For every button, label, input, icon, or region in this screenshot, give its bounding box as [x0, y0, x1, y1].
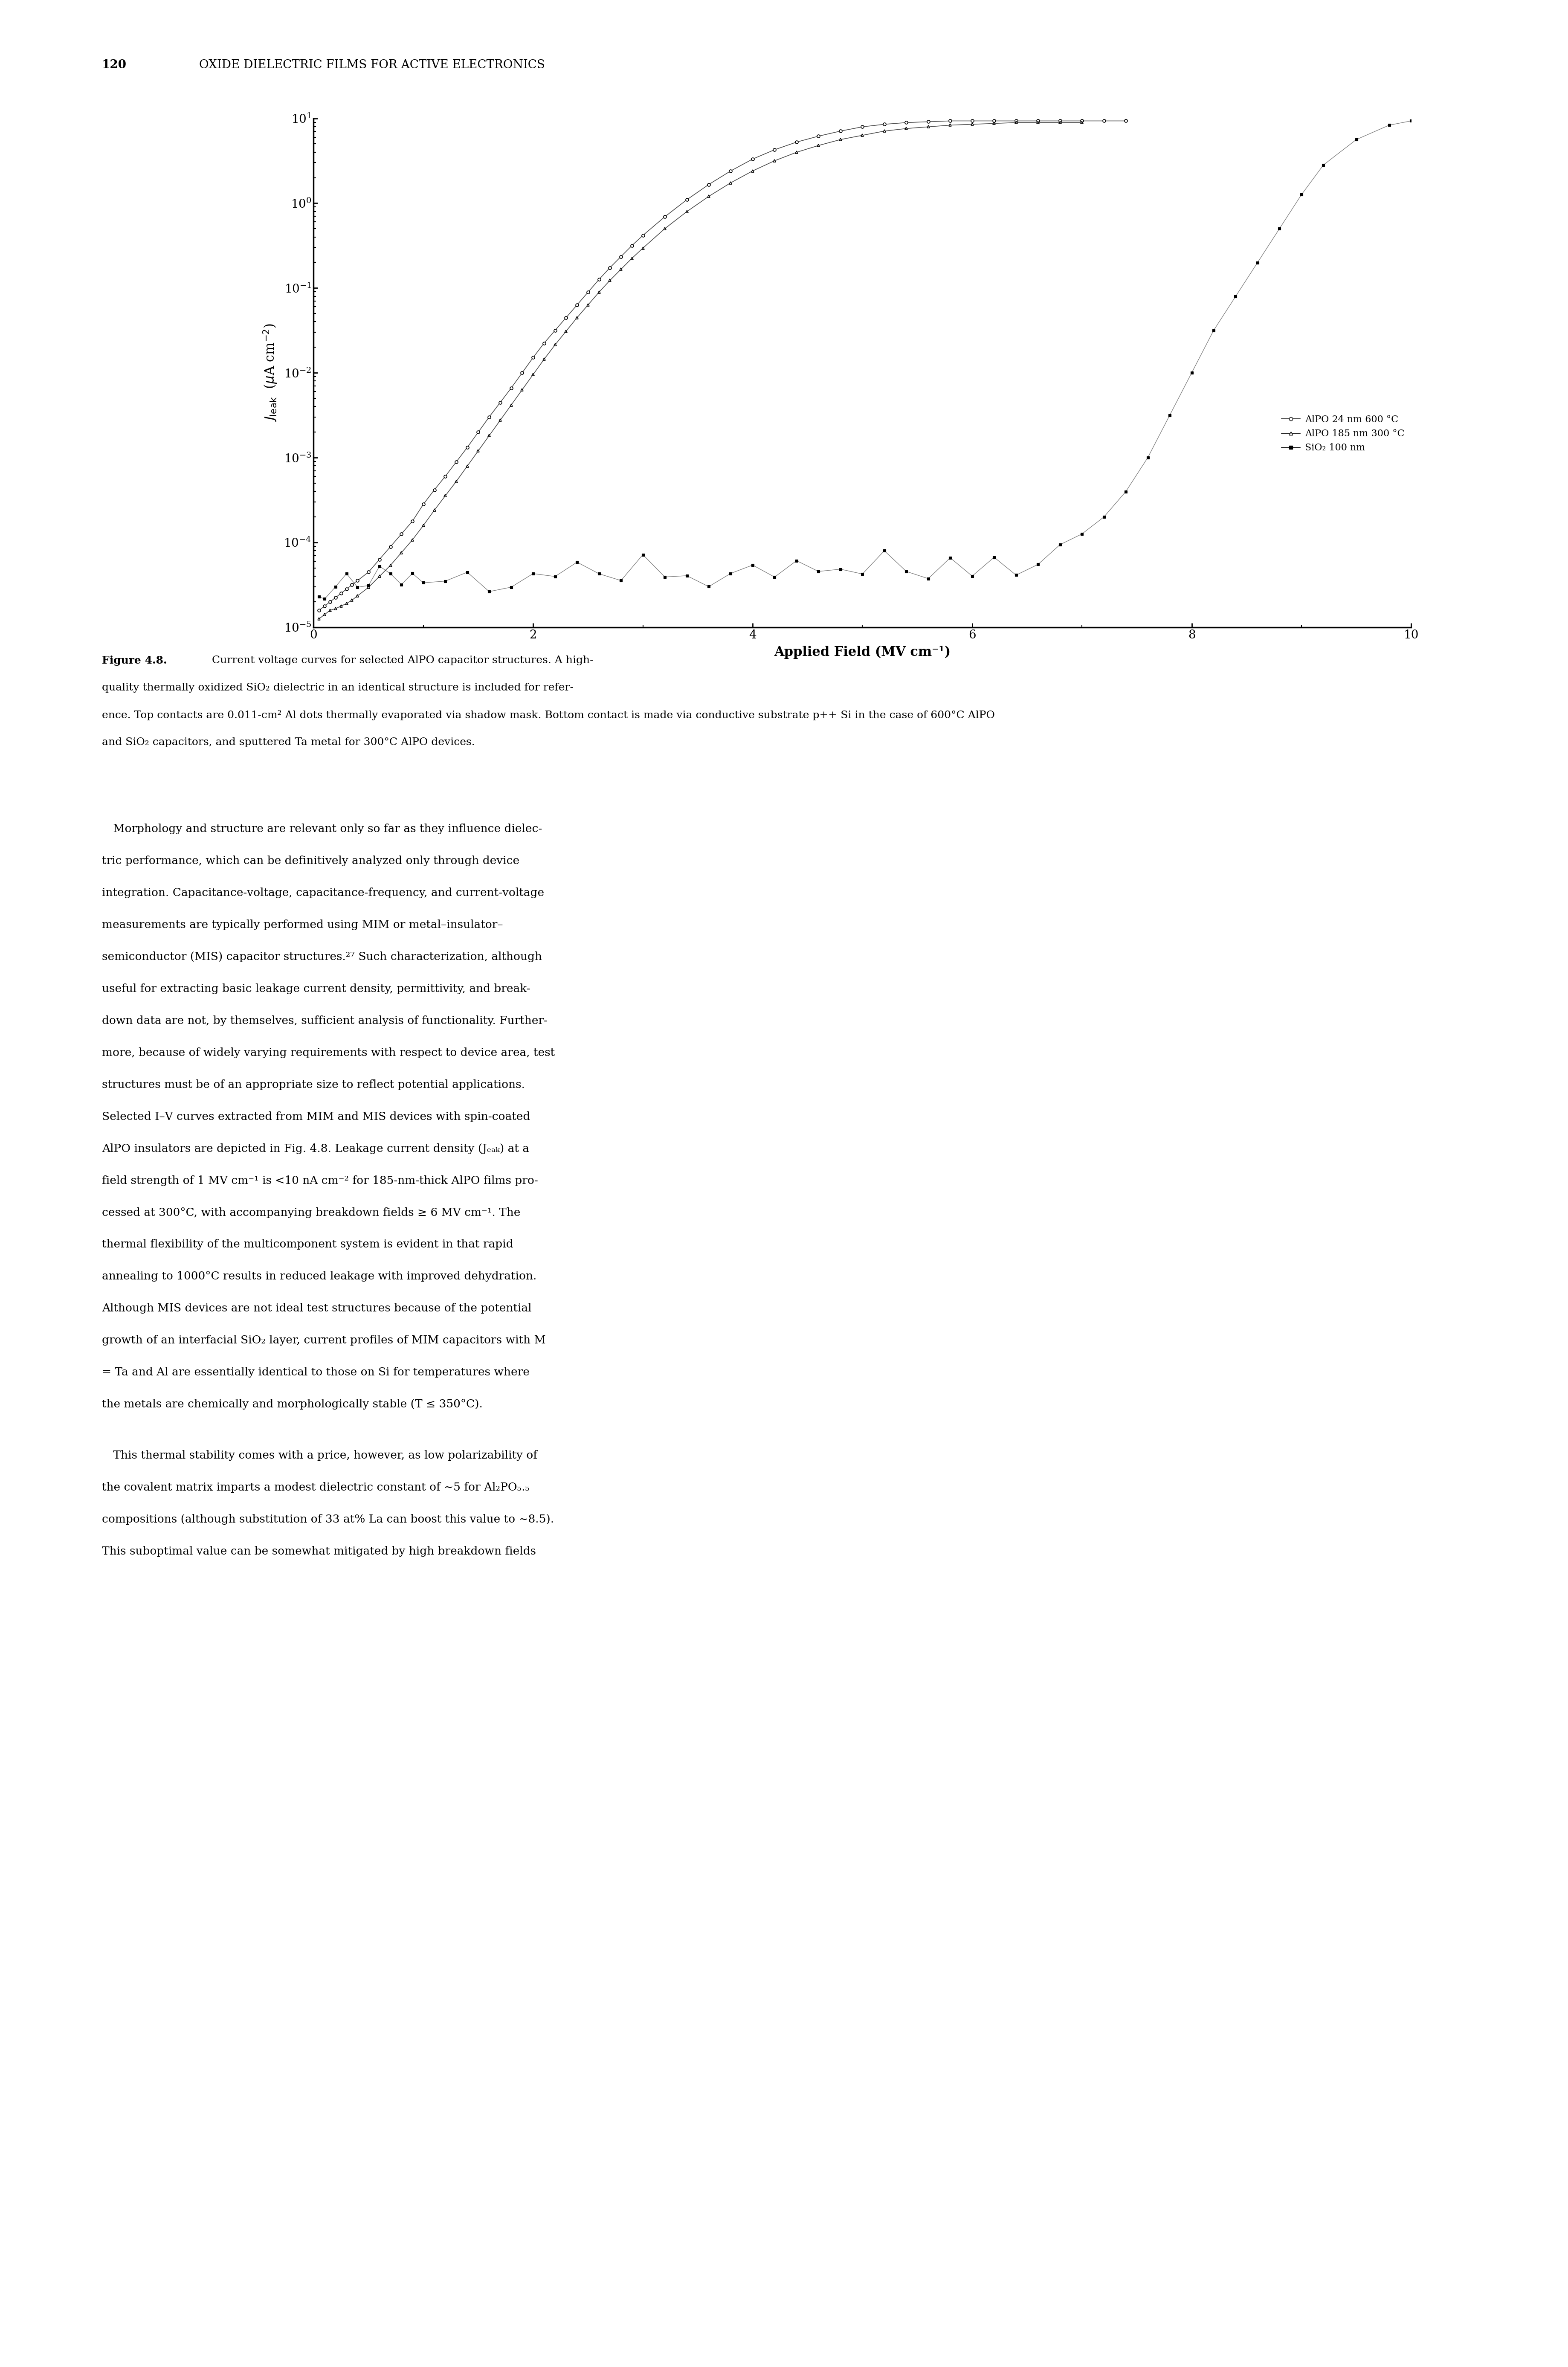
Text: Although MIS devices are not ideal test structures because of the potential: Although MIS devices are not ideal test …: [102, 1304, 532, 1314]
Text: ence. Top contacts are 0.011-cm² Al dots thermally evaporated via shadow mask. B: ence. Top contacts are 0.011-cm² Al dots…: [102, 710, 994, 720]
Text: quality thermally oxidized SiO₂ dielectric in an identical structure is included: quality thermally oxidized SiO₂ dielectr…: [102, 682, 574, 694]
Text: structures must be of an appropriate size to reflect potential applications.: structures must be of an appropriate siz…: [102, 1079, 525, 1091]
Text: 120: 120: [102, 59, 127, 71]
Text: down data are not, by themselves, sufficient analysis of functionality. Further-: down data are not, by themselves, suffic…: [102, 1015, 547, 1027]
Text: = Ta and Al are essentially identical to those on Si for temperatures where: = Ta and Al are essentially identical to…: [102, 1368, 530, 1378]
X-axis label: Applied Field (MV cm⁻¹): Applied Field (MV cm⁻¹): [775, 646, 950, 658]
Text: the covalent matrix imparts a modest dielectric constant of ~5 for Al₂PO₅.₅: the covalent matrix imparts a modest die…: [102, 1482, 530, 1494]
Text: Morphology and structure are relevant only so far as they influence dielec-: Morphology and structure are relevant on…: [102, 824, 543, 836]
Text: Current voltage curves for selected AlPO capacitor structures. A high-: Current voltage curves for selected AlPO…: [209, 656, 593, 665]
Text: integration. Capacitance-voltage, capacitance-frequency, and current-voltage: integration. Capacitance-voltage, capaci…: [102, 888, 544, 899]
Text: useful for extracting basic leakage current density, permittivity, and break-: useful for extracting basic leakage curr…: [102, 985, 530, 994]
Text: more, because of widely varying requirements with respect to device area, test: more, because of widely varying requirem…: [102, 1049, 555, 1058]
Text: field strength of 1 MV cm⁻¹ is <10 nA cm⁻² for 185-nm-thick AlPO films pro-: field strength of 1 MV cm⁻¹ is <10 nA cm…: [102, 1176, 538, 1186]
Text: This thermal stability comes with a price, however, as low polarizability of: This thermal stability comes with a pric…: [102, 1451, 538, 1460]
Text: cessed at 300°C, with accompanying breakdown fields ≥ 6 MV cm⁻¹. The: cessed at 300°C, with accompanying break…: [102, 1207, 521, 1219]
Text: This suboptimal value can be somewhat mitigated by high breakdown fields: This suboptimal value can be somewhat mi…: [102, 1546, 536, 1557]
Text: semiconductor (MIS) capacitor structures.²⁷ Such characterization, although: semiconductor (MIS) capacitor structures…: [102, 952, 543, 963]
Text: and SiO₂ capacitors, and sputtered Ta metal for 300°C AlPO devices.: and SiO₂ capacitors, and sputtered Ta me…: [102, 739, 475, 748]
Text: annealing to 1000°C results in reduced leakage with improved dehydration.: annealing to 1000°C results in reduced l…: [102, 1271, 536, 1283]
Text: measurements are typically performed using MIM or metal–insulator–: measurements are typically performed usi…: [102, 921, 503, 930]
Text: Selected I–V curves extracted from MIM and MIS devices with spin-coated: Selected I–V curves extracted from MIM a…: [102, 1112, 530, 1122]
Text: growth of an interfacial SiO₂ layer, current profiles of MIM capacitors with M: growth of an interfacial SiO₂ layer, cur…: [102, 1335, 546, 1347]
Text: tric performance, which can be definitively analyzed only through device: tric performance, which can be definitiv…: [102, 857, 519, 866]
Legend: AlPO 24 nm 600 °C, AlPO 185 nm 300 °C, SiO₂ 100 nm: AlPO 24 nm 600 °C, AlPO 185 nm 300 °C, S…: [1278, 412, 1408, 457]
Text: thermal flexibility of the multicomponent system is evident in that rapid: thermal flexibility of the multicomponen…: [102, 1240, 513, 1250]
Text: OXIDE DIELECTRIC FILMS FOR ACTIVE ELECTRONICS: OXIDE DIELECTRIC FILMS FOR ACTIVE ELECTR…: [199, 59, 546, 71]
Text: the metals are chemically and morphologically stable (T ≤ 350°C).: the metals are chemically and morphologi…: [102, 1399, 483, 1411]
Y-axis label: $J_{\rm leak}$  ($\mu$A cm$^{-2}$): $J_{\rm leak}$ ($\mu$A cm$^{-2}$): [262, 324, 279, 421]
Text: Figure 4.8.: Figure 4.8.: [102, 656, 168, 665]
Text: AlPO insulators are depicted in Fig. 4.8. Leakage current density (Jₑₐₖ) at a: AlPO insulators are depicted in Fig. 4.8…: [102, 1143, 530, 1155]
Text: compositions (although substitution of 33 at% La can boost this value to ~8.5).: compositions (although substitution of 3…: [102, 1515, 554, 1524]
